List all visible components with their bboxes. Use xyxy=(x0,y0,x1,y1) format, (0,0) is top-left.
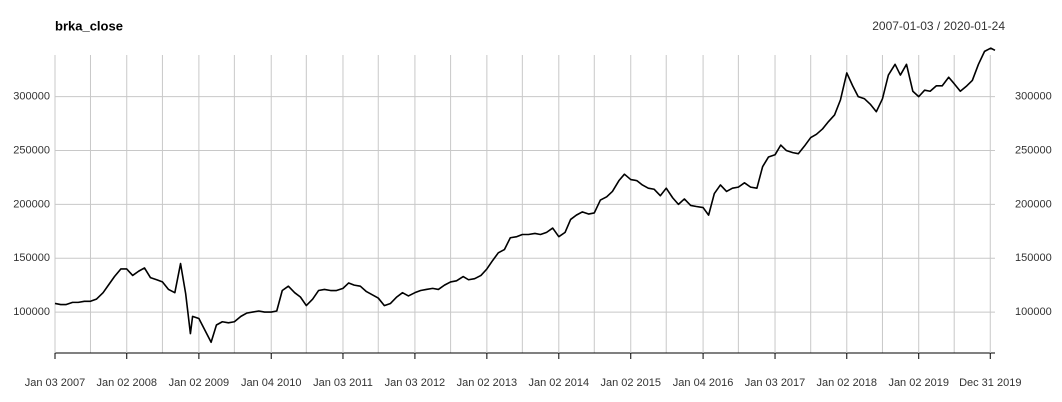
x-tick-label: Jan 03 2007 xyxy=(25,377,86,389)
y-tick-label-right: 250000 xyxy=(1015,144,1052,156)
x-tick-label: Jan 02 2019 xyxy=(888,377,949,389)
x-tick-label: Jan 03 2011 xyxy=(313,377,373,389)
y-tick-label-right: 100000 xyxy=(1015,306,1052,318)
y-tick-label: 250000 xyxy=(13,144,50,156)
date-range: 2007-01-03 / 2020-01-24 xyxy=(872,19,1005,33)
x-tick-label: Jan 02 2008 xyxy=(96,377,157,389)
x-tick-label: Jan 02 2013 xyxy=(457,377,518,389)
x-tick-label: Jan 02 2015 xyxy=(600,377,661,389)
y-tick-label-right: 200000 xyxy=(1015,198,1052,210)
x-tick-label: Dec 31 2019 xyxy=(959,377,1021,389)
y-tick-label-right: 300000 xyxy=(1015,91,1052,103)
y-tick-label: 150000 xyxy=(13,252,50,264)
y-tick-label: 300000 xyxy=(13,91,50,103)
x-tick-label: Jan 02 2009 xyxy=(169,377,230,389)
x-tick-label: Jan 04 2016 xyxy=(673,377,734,389)
x-tick-label: Jan 03 2012 xyxy=(385,377,446,389)
y-tick-label: 100000 xyxy=(13,306,50,318)
x-tick-label: Jan 03 2017 xyxy=(745,377,806,389)
x-tick-label: Jan 02 2014 xyxy=(529,377,590,389)
y-tick-label: 200000 xyxy=(13,198,50,210)
price-line xyxy=(54,47,996,344)
y-tick-label-right: 150000 xyxy=(1015,252,1052,264)
x-tick-label: Jan 04 2010 xyxy=(241,377,302,389)
x-tick-label: Jan 02 2018 xyxy=(816,377,877,389)
chart-title: brka_close xyxy=(55,18,123,33)
